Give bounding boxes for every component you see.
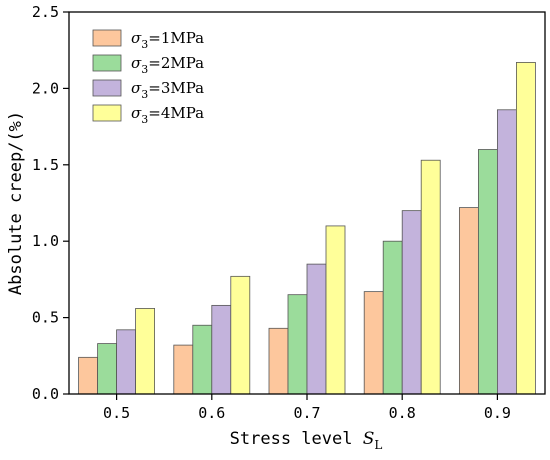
ticks-group: 0.5 0.6 0.7 0.8 0.9 0.0 0.5 1.0 1.5 2.0 2.5 xyxy=(32,3,511,422)
y-tick-label-2.0: 2.0 xyxy=(32,79,59,97)
bars-group xyxy=(78,62,536,395)
legend-subscript: 3 xyxy=(141,88,148,101)
bar-0.8-series-1 xyxy=(363,291,384,395)
legend-symbol: σ xyxy=(131,79,142,97)
x-axis-title-symbol: S xyxy=(363,429,375,449)
x-tick-label-0.6: 0.6 xyxy=(198,404,225,422)
bar-0.6-series-3 xyxy=(211,304,232,395)
bar-0.8-series-4 xyxy=(420,159,441,395)
legend-value: =2MPa xyxy=(148,54,204,72)
bar-0.6-series-2 xyxy=(192,324,213,395)
bar-0.5-series-3 xyxy=(116,329,136,395)
bar-0.7-series-2 xyxy=(287,294,308,395)
legend-subscript: 3 xyxy=(141,113,148,126)
y-tick-label-1.0: 1.0 xyxy=(32,232,59,250)
bar-0.5-series-2 xyxy=(97,343,117,395)
legend-value: =4MPa xyxy=(148,104,204,122)
legend-subscript: 3 xyxy=(141,38,148,51)
bar-0.6-series-4 xyxy=(230,275,251,395)
x-tick-label-0.9: 0.9 xyxy=(484,404,511,422)
bar-0.7-series-4 xyxy=(325,225,346,395)
legend-label-3: σ3=3MPa xyxy=(131,79,204,101)
bar-0.9-series-4 xyxy=(516,62,536,395)
bar-0.8-series-2 xyxy=(382,240,403,395)
legend-subscript: 3 xyxy=(141,63,148,76)
bar-0.9-series-1 xyxy=(458,207,479,395)
bar-0.5-series-4 xyxy=(135,308,156,395)
y-tick-label-0.5: 0.5 xyxy=(32,309,59,327)
legend-swatch-4 xyxy=(92,104,122,122)
y-tick-label-0.0: 0.0 xyxy=(32,385,59,403)
legend-value: =3MPa xyxy=(148,79,204,97)
x-tick-label-0.5: 0.5 xyxy=(103,404,130,422)
x-axis-title: Stress level SL xyxy=(230,429,383,452)
x-tick-label-0.7: 0.7 xyxy=(293,404,320,422)
bar-0.9-series-2 xyxy=(477,149,498,395)
legend-swatch-3 xyxy=(92,79,122,97)
legend-symbol: σ xyxy=(131,104,142,122)
bar-0.9-series-3 xyxy=(496,109,517,395)
legend-symbol: σ xyxy=(131,54,142,72)
legend-label-4: σ3=4MPa xyxy=(131,104,204,126)
x-axis-title-subscript: L xyxy=(374,438,382,452)
bar-0.7-series-1 xyxy=(268,327,289,395)
legend-label-1: σ3=1MPa xyxy=(131,29,204,51)
bar-0.8-series-3 xyxy=(401,210,422,395)
x-axis-title-text: Stress level xyxy=(230,429,363,449)
legend-value: =1MPa xyxy=(148,29,204,47)
bar-0.7-series-3 xyxy=(306,263,327,395)
bar-0.5-series-1 xyxy=(78,356,98,395)
legend-symbol: σ xyxy=(131,29,142,47)
bar-0.6-series-1 xyxy=(173,344,194,395)
y-tick-label-1.5: 1.5 xyxy=(32,156,59,174)
x-tick-label-0.8: 0.8 xyxy=(389,404,416,422)
legend-label-2: σ3=2MPa xyxy=(131,54,204,76)
y-tick-label-2.5: 2.5 xyxy=(32,3,59,21)
legend-swatch-2 xyxy=(92,54,122,72)
legend-swatch-1 xyxy=(92,29,122,47)
y-axis-title: Absolute creep/(%) xyxy=(6,111,26,295)
